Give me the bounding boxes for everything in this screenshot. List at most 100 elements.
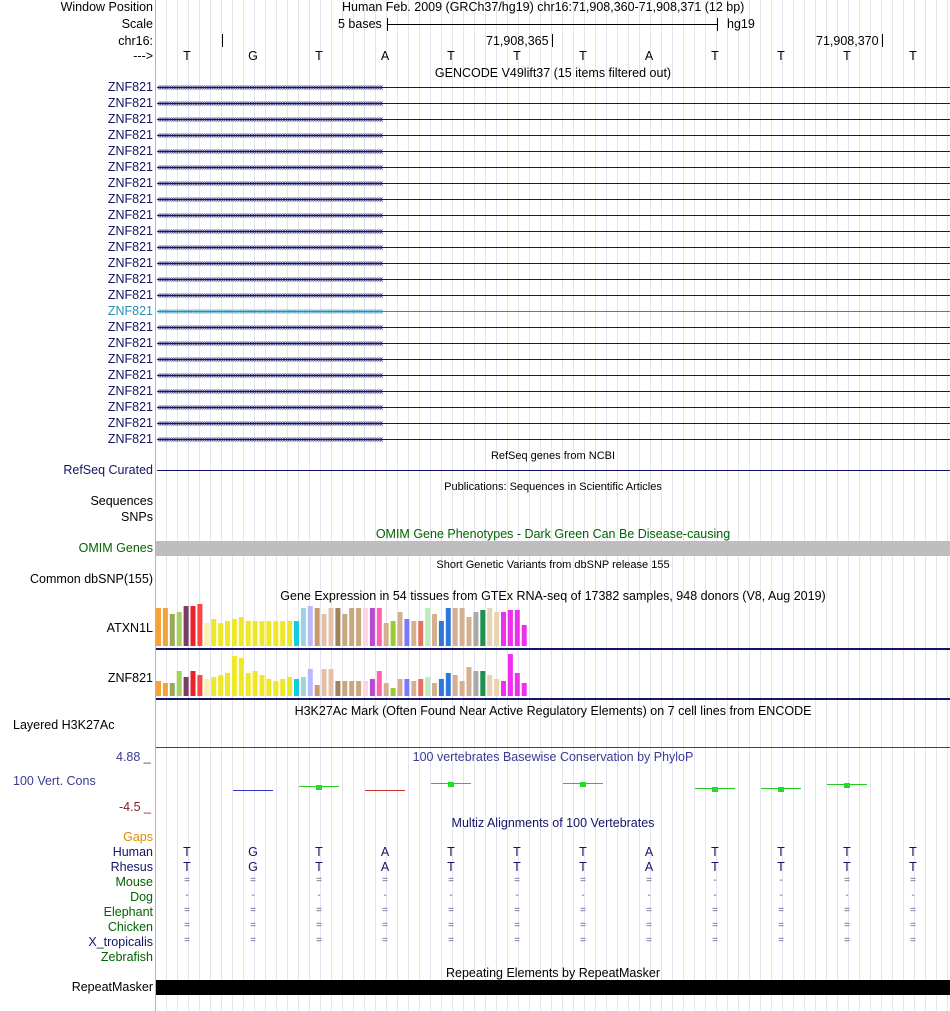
gtex-bar[interactable] bbox=[335, 681, 341, 696]
gencode-item-label[interactable]: ZNF821 bbox=[107, 320, 153, 334]
gtex-bar[interactable] bbox=[507, 610, 513, 646]
gtex-bar[interactable] bbox=[466, 617, 472, 646]
gtex-bar[interactable] bbox=[287, 621, 293, 646]
gtex-bar[interactable] bbox=[521, 625, 527, 646]
gtex-bar[interactable] bbox=[466, 667, 472, 696]
gtex-bar[interactable] bbox=[356, 608, 362, 646]
gencode-item-label[interactable]: ZNF821 bbox=[107, 304, 153, 318]
gencode-item-label[interactable]: ZNF821 bbox=[107, 432, 153, 446]
publications-title[interactable]: Publications: Sequences in Scientific Ar… bbox=[444, 481, 662, 493]
repeatmasker-feature-bar[interactable] bbox=[156, 980, 950, 995]
multiz-title[interactable]: Multiz Alignments of 100 Vertebrates bbox=[451, 816, 655, 830]
gtex-bar[interactable] bbox=[342, 681, 348, 696]
gtex-bar[interactable] bbox=[280, 621, 286, 646]
gtex-bar[interactable] bbox=[418, 621, 424, 646]
gtex-bar[interactable] bbox=[487, 675, 493, 696]
gtex-bar[interactable] bbox=[349, 681, 355, 696]
cons-point[interactable] bbox=[778, 787, 784, 792]
gtex-bar[interactable] bbox=[197, 604, 203, 646]
gtex-bar[interactable] bbox=[425, 677, 431, 696]
cons-mark[interactable] bbox=[365, 790, 405, 791]
gencode-item-label[interactable]: ZNF821 bbox=[107, 224, 153, 238]
gencode-item-label[interactable]: ZNF821 bbox=[107, 176, 153, 190]
dbsnp-title[interactable]: Short Genetic Variants from dbSNP releas… bbox=[436, 559, 670, 571]
gencode-item-label[interactable]: ZNF821 bbox=[107, 112, 153, 126]
gencode-item-label[interactable]: ZNF821 bbox=[107, 80, 153, 94]
gtex-bar[interactable] bbox=[287, 677, 293, 696]
gtex-bar[interactable] bbox=[252, 671, 258, 696]
gtex-bar[interactable] bbox=[328, 608, 334, 646]
gtex-bar[interactable] bbox=[501, 612, 506, 646]
gtex-bar[interactable] bbox=[507, 654, 513, 696]
gencode-title[interactable]: GENCODE V49lift37 (15 items filtered out… bbox=[434, 66, 672, 80]
gtex-bar[interactable] bbox=[204, 623, 210, 646]
gencode-item-label[interactable]: ZNF821 bbox=[107, 160, 153, 174]
multiz-species-label[interactable]: Human bbox=[112, 845, 153, 859]
gtex-bar[interactable] bbox=[294, 679, 299, 696]
cons-point[interactable] bbox=[448, 782, 454, 787]
gtex-bar[interactable] bbox=[245, 621, 251, 646]
gtex-bar[interactable] bbox=[397, 679, 403, 696]
gtex-bar[interactable] bbox=[432, 683, 437, 696]
gtex-bar[interactable] bbox=[218, 675, 224, 696]
multiz-species-label[interactable]: Elephant bbox=[103, 905, 153, 919]
cons-mark[interactable] bbox=[233, 790, 273, 791]
gtex-bar[interactable] bbox=[294, 621, 299, 646]
gtex-bar[interactable] bbox=[390, 621, 396, 646]
gtex-bar[interactable] bbox=[314, 608, 320, 646]
gtex-bar[interactable] bbox=[342, 614, 348, 646]
multiz-species-label[interactable]: Dog bbox=[130, 890, 153, 904]
gtex-bar[interactable] bbox=[480, 610, 486, 646]
gtex-bar[interactable] bbox=[397, 612, 403, 646]
refseq-title[interactable]: RefSeq genes from NCBI bbox=[490, 450, 616, 462]
gencode-item-label[interactable]: ZNF821 bbox=[107, 368, 153, 382]
h3k27ac-title[interactable]: H3K27Ac Mark (Often Found Near Active Re… bbox=[294, 704, 812, 718]
gtex-bar[interactable] bbox=[459, 608, 465, 646]
gencode-item-label[interactable]: ZNF821 bbox=[107, 384, 153, 398]
gtex-bar[interactable] bbox=[204, 679, 210, 696]
gtex-bar[interactable] bbox=[494, 612, 500, 646]
gtex-bar[interactable] bbox=[231, 619, 237, 646]
gtex-bar[interactable] bbox=[225, 673, 230, 696]
gencode-item-label[interactable]: ZNF821 bbox=[107, 352, 153, 366]
gtex-bar[interactable] bbox=[183, 677, 189, 696]
gtex-bar[interactable] bbox=[452, 675, 458, 696]
multiz-species-label[interactable]: Mouse bbox=[115, 875, 153, 889]
gtex-bar[interactable] bbox=[321, 669, 327, 696]
gtex-bar[interactable] bbox=[445, 608, 451, 646]
gencode-item-label[interactable]: ZNF821 bbox=[107, 144, 153, 158]
omim-title[interactable]: OMIM Gene Phenotypes - Dark Green Can Be… bbox=[375, 527, 731, 541]
gtex-bar[interactable] bbox=[273, 621, 279, 646]
multiz-gaps-label[interactable]: Gaps bbox=[123, 830, 153, 844]
gtex-bar[interactable] bbox=[307, 669, 313, 696]
gencode-item-label[interactable]: ZNF821 bbox=[107, 272, 153, 286]
gtex-bar[interactable] bbox=[176, 671, 182, 696]
gtex-bar[interactable] bbox=[459, 681, 465, 696]
multiz-species-label[interactable]: Chicken bbox=[107, 920, 153, 934]
cons-point[interactable] bbox=[580, 782, 586, 787]
gtex-bar[interactable] bbox=[266, 679, 272, 696]
gtex-bar[interactable] bbox=[307, 606, 313, 646]
gtex-bar[interactable] bbox=[259, 621, 265, 646]
gtex-bar[interactable] bbox=[418, 679, 424, 696]
gtex-bar[interactable] bbox=[514, 610, 520, 646]
gtex-bar[interactable] bbox=[321, 614, 327, 646]
repeatmasker-label[interactable]: RepeatMasker bbox=[71, 980, 153, 994]
gtex-bar[interactable] bbox=[376, 608, 382, 646]
gtex-bar[interactable] bbox=[197, 675, 203, 696]
gtex-title[interactable]: Gene Expression in 54 tissues from GTEx … bbox=[280, 589, 826, 603]
cons-point[interactable] bbox=[316, 785, 322, 790]
gtex-bar[interactable] bbox=[211, 677, 217, 696]
gencode-item-label[interactable]: ZNF821 bbox=[107, 288, 153, 302]
gtex-bar[interactable] bbox=[445, 673, 451, 696]
gtex-bar[interactable] bbox=[190, 671, 196, 696]
cons-point[interactable] bbox=[712, 787, 718, 792]
gtex-bar[interactable] bbox=[363, 681, 368, 696]
gtex-bar[interactable] bbox=[183, 606, 189, 646]
publications-snps-label[interactable]: SNPs bbox=[121, 510, 153, 524]
repeatmasker-title[interactable]: Repeating Elements by RepeatMasker bbox=[445, 966, 660, 980]
cons-label[interactable]: 100 Vert. Cons bbox=[13, 774, 96, 788]
multiz-species-label[interactable]: Zebrafish bbox=[100, 950, 153, 964]
dbsnp-label[interactable]: Common dbSNP(155) bbox=[30, 572, 153, 586]
